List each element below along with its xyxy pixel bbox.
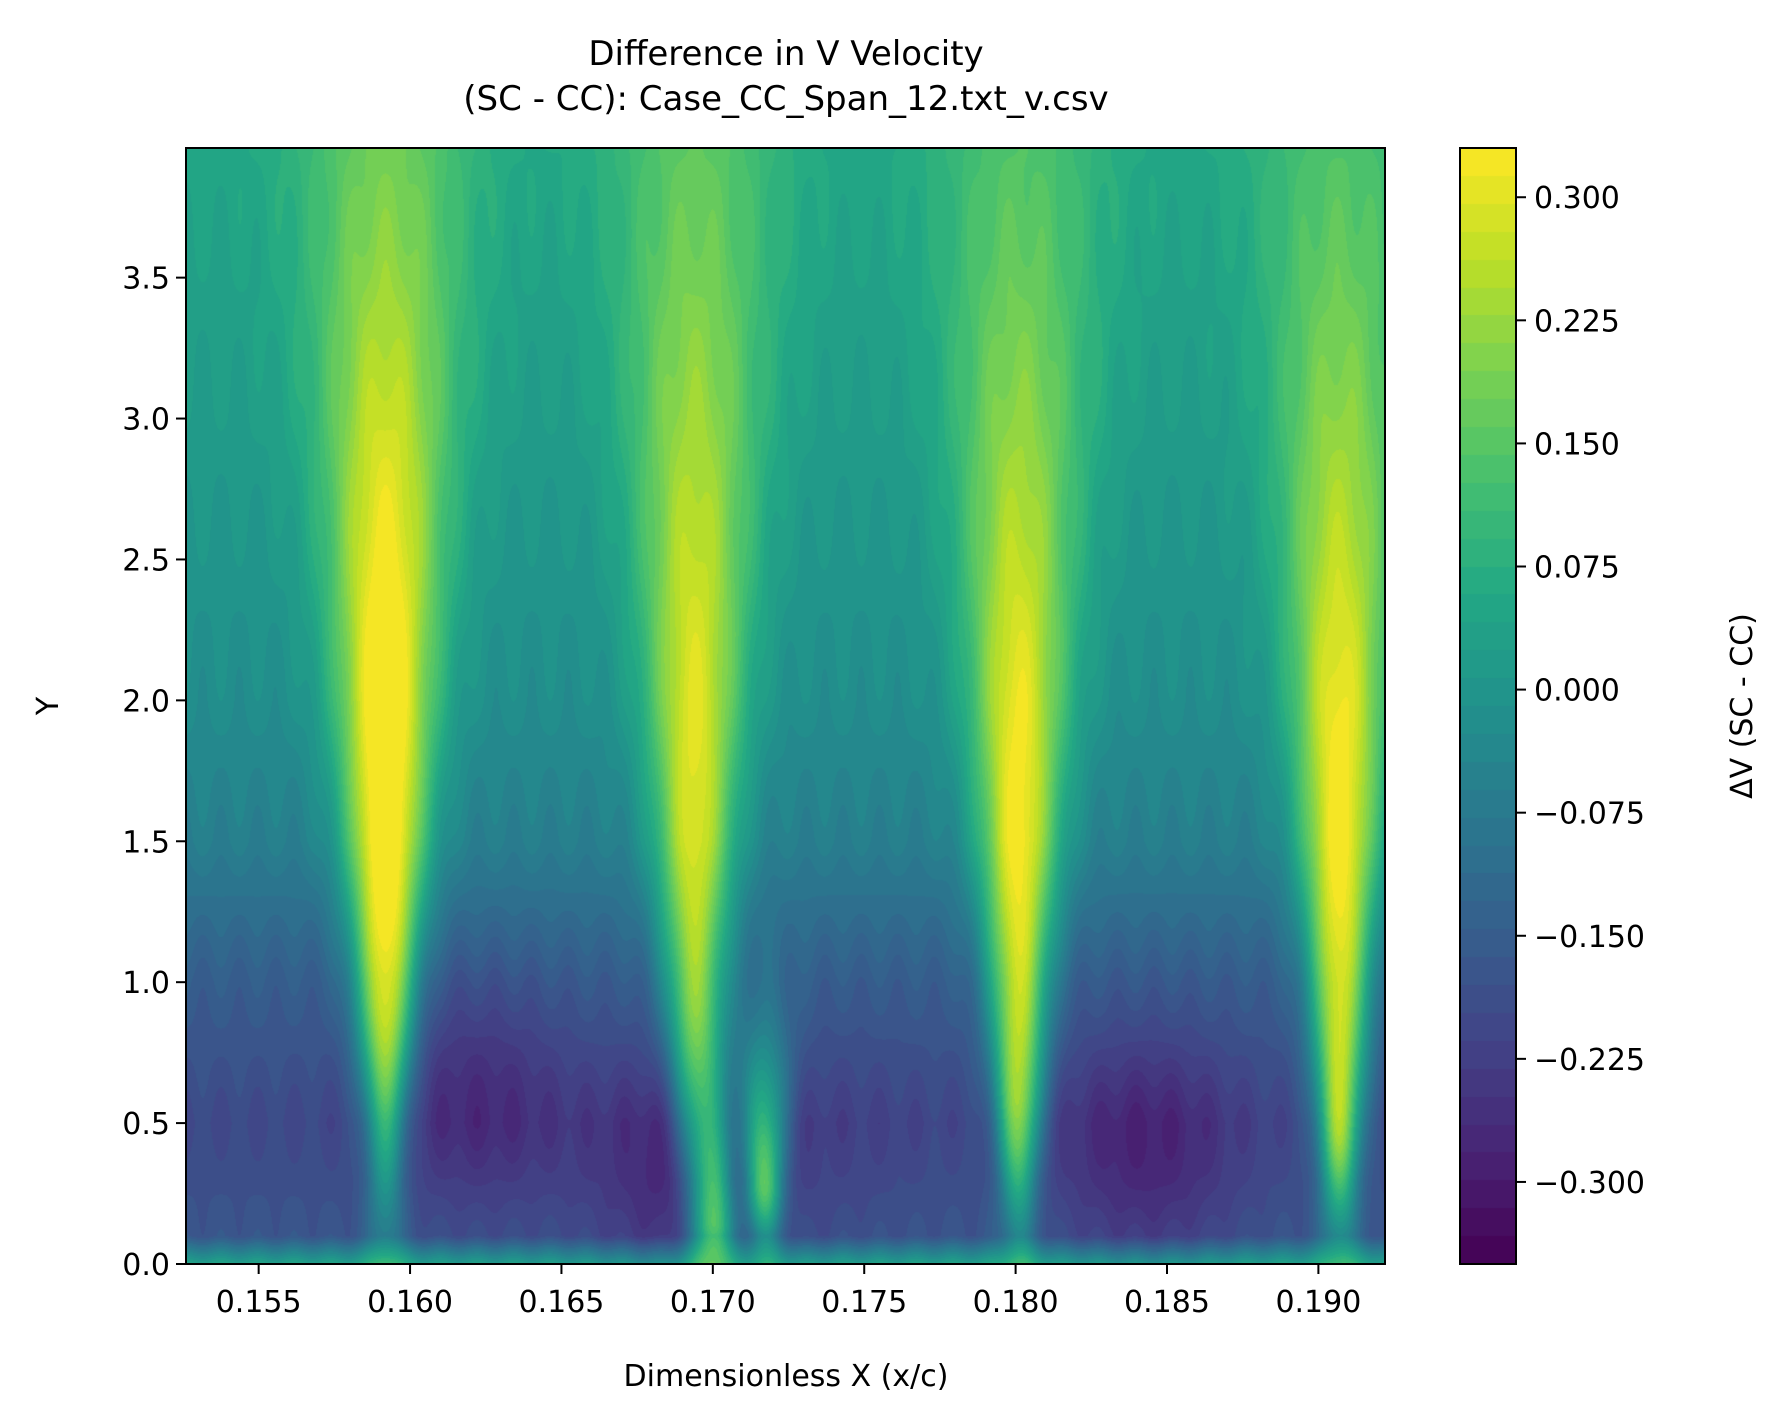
y-tick-label: 0.0 — [122, 1248, 170, 1283]
y-tick-label: 2.0 — [122, 684, 170, 719]
y-tick-label: 0.5 — [122, 1107, 170, 1142]
y-tick-label: 3.5 — [122, 262, 170, 297]
y-axis-label: Y — [31, 696, 66, 716]
x-tick-label: 0.155 — [216, 1285, 302, 1320]
colorbar-label: ΔV (SC - CC) — [1725, 613, 1760, 799]
heatmap-canvas — [186, 148, 1385, 1264]
colorbar-area — [1460, 148, 1516, 1264]
x-tick-label: 0.190 — [1275, 1285, 1361, 1320]
colorbar-tick-label: −0.150 — [1534, 920, 1645, 955]
y-tick-label: 2.5 — [122, 543, 170, 578]
x-tick-label: 0.185 — [1124, 1285, 1210, 1320]
x-tick-label: 0.165 — [518, 1285, 604, 1320]
colorbar-tick-label: 0.225 — [1534, 304, 1620, 339]
colorbar-tick-label: 0.150 — [1534, 427, 1620, 462]
y-axis-ticks: 0.0 0.5 1.0 1.5 2.0 2.5 3.0 3.5 — [122, 262, 186, 1283]
chart-title-line1: Difference in V Velocity — [588, 34, 983, 74]
colorbar-tick-label: 0.000 — [1534, 674, 1620, 709]
y-tick-label: 1.0 — [122, 966, 170, 1001]
x-tick-label: 0.180 — [973, 1285, 1059, 1320]
x-axis-ticks: 0.155 0.160 0.165 0.170 0.175 0.180 0.185 0.190 — [216, 1264, 1361, 1320]
heatmap-area — [186, 148, 1385, 1264]
x-tick-label: 0.175 — [821, 1285, 907, 1320]
x-tick-label: 0.170 — [670, 1285, 756, 1320]
chart-title-line2: (SC - CC): Case_CC_Span_12.txt_v.csv — [463, 79, 1108, 119]
colorbar-frame — [1459, 147, 1517, 1265]
colorbar-tick-label: −0.225 — [1534, 1043, 1645, 1078]
colorbar-ticks: 0.300 0.225 0.150 0.075 0.000 −0.075 −0.150 −0.… — [1516, 181, 1645, 1201]
colorbar-tick-label: 0.300 — [1534, 181, 1620, 216]
x-axis-label: Dimensionless X (x/c) — [624, 1359, 949, 1394]
colorbar-tick-label: −0.300 — [1534, 1166, 1645, 1201]
y-tick-label: 3.0 — [122, 403, 170, 438]
x-tick-label: 0.160 — [367, 1285, 453, 1320]
plot-frame — [185, 147, 1386, 1265]
colorbar-tick-label: −0.075 — [1534, 797, 1645, 832]
colorbar-tick-label: 0.075 — [1534, 551, 1620, 586]
colorbar-canvas — [1460, 148, 1516, 1264]
y-tick-label: 1.5 — [122, 825, 170, 860]
